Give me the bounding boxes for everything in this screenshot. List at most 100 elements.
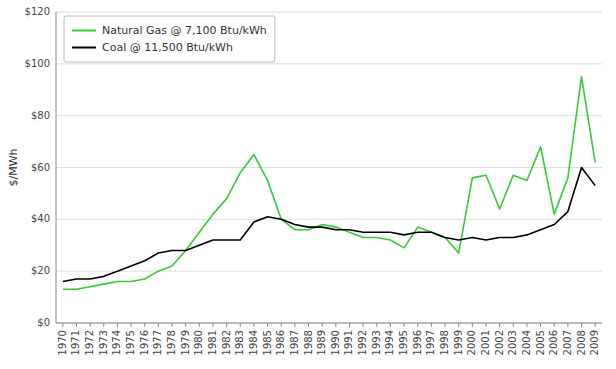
x-tick-label: 1989 bbox=[316, 330, 327, 355]
y-tick-label: $40 bbox=[31, 213, 50, 224]
plot-area bbox=[63, 77, 595, 290]
grid bbox=[56, 12, 602, 323]
x-tick bbox=[185, 323, 186, 327]
x-tick bbox=[431, 323, 432, 327]
legend-swatch bbox=[72, 30, 96, 32]
x-tick-label: 1980 bbox=[193, 330, 204, 355]
x-tick-label: 1997 bbox=[425, 330, 436, 355]
x-tick-label: 1978 bbox=[166, 330, 177, 355]
x-tick-label: 1999 bbox=[453, 330, 464, 355]
x-tick-label: 1979 bbox=[180, 330, 191, 355]
x-tick bbox=[363, 323, 364, 327]
x-tick bbox=[90, 323, 91, 327]
x-tick bbox=[103, 323, 104, 327]
x-tick-label: 1998 bbox=[439, 330, 450, 355]
x-tick bbox=[172, 323, 173, 327]
x-tick-label: 1994 bbox=[384, 330, 395, 355]
x-tick-label: 2002 bbox=[494, 330, 505, 355]
x-tick-label: 1987 bbox=[289, 330, 300, 355]
y-tick-label: $100 bbox=[25, 58, 50, 69]
x-tick bbox=[199, 323, 200, 327]
legend: Natural Gas @ 7,100 Btu/kWh Coal @ 11,500… bbox=[64, 16, 275, 62]
x-tick bbox=[417, 323, 418, 327]
x-tick bbox=[445, 323, 446, 327]
x-tick-label: 2008 bbox=[576, 330, 587, 355]
y-tick-label: $120 bbox=[25, 6, 50, 17]
y-tick-label: $60 bbox=[31, 162, 50, 173]
x-tick bbox=[335, 323, 336, 327]
x-tick-label: 2006 bbox=[548, 330, 559, 355]
x-tick bbox=[376, 323, 377, 327]
x-tick bbox=[212, 323, 213, 327]
x-tick bbox=[322, 323, 323, 327]
x-tick-label: 1990 bbox=[330, 330, 341, 355]
grid-line bbox=[56, 63, 602, 64]
grid-line bbox=[56, 219, 602, 220]
x-tick bbox=[158, 323, 159, 327]
chart: $0$20$40$60$80$100$120197019711972197319… bbox=[0, 0, 616, 369]
x-tick bbox=[76, 323, 77, 327]
x-tick-label: 1971 bbox=[70, 330, 81, 355]
x-tick-label: 1983 bbox=[234, 330, 245, 355]
x-tick-label: 1982 bbox=[221, 330, 232, 355]
x-tick bbox=[240, 323, 241, 327]
x-tick bbox=[554, 323, 555, 327]
legend-swatch bbox=[72, 47, 96, 49]
x-tick-label: 1981 bbox=[207, 330, 218, 355]
x-tick-label: 1995 bbox=[398, 330, 409, 355]
x-tick bbox=[485, 323, 486, 327]
x-tick bbox=[390, 323, 391, 327]
x-tick-label: 1984 bbox=[248, 330, 259, 355]
x-tick-label: 1993 bbox=[371, 330, 382, 355]
x-tick-label: 2009 bbox=[589, 330, 600, 355]
x-tick-label: 1972 bbox=[84, 330, 95, 355]
x-tick-label: 1970 bbox=[57, 330, 68, 355]
x-tick-label: 2005 bbox=[535, 330, 546, 355]
y-axis bbox=[56, 12, 57, 323]
legend-label: Natural Gas @ 7,100 Btu/kWh bbox=[102, 24, 267, 37]
grid-line bbox=[56, 167, 602, 168]
x-tick bbox=[308, 323, 309, 327]
x-tick-label: 2003 bbox=[507, 330, 518, 355]
y-axis-label: $/MWh bbox=[7, 148, 20, 186]
x-tick-label: 2000 bbox=[466, 330, 477, 355]
x-tick-label: 1976 bbox=[139, 330, 150, 355]
x-tick bbox=[540, 323, 541, 327]
x-tick bbox=[458, 323, 459, 327]
x-tick-label: 2004 bbox=[521, 330, 532, 355]
x-tick bbox=[117, 323, 118, 327]
grid-line bbox=[56, 271, 602, 272]
x-tick-label: 1996 bbox=[412, 330, 423, 355]
x-tick-label: 1992 bbox=[357, 330, 368, 355]
x-tick bbox=[595, 323, 596, 327]
x-tick bbox=[513, 323, 514, 327]
y-tick-label: $0 bbox=[37, 317, 50, 328]
x-tick-label: 1985 bbox=[262, 330, 273, 355]
x-tick-label: 2001 bbox=[480, 330, 491, 355]
x-tick bbox=[294, 323, 295, 327]
legend-label: Coal @ 11,500 Btu/kWh bbox=[102, 41, 233, 54]
legend-box bbox=[64, 16, 275, 62]
series-line bbox=[63, 168, 595, 282]
x-tick bbox=[567, 323, 568, 327]
series-line bbox=[63, 77, 595, 290]
x-tick-label: 1991 bbox=[343, 330, 354, 355]
x-tick-label: 1974 bbox=[111, 330, 122, 355]
x-tick bbox=[144, 323, 145, 327]
x-tick bbox=[472, 323, 473, 327]
x-tick-label: 1988 bbox=[303, 330, 314, 355]
x-tick-label: 1977 bbox=[152, 330, 163, 355]
x-tick-label: 1975 bbox=[125, 330, 136, 355]
x-tick bbox=[526, 323, 527, 327]
x-tick bbox=[404, 323, 405, 327]
x-tick-label: 1973 bbox=[98, 330, 109, 355]
y-tick-label: $80 bbox=[31, 110, 50, 121]
x-tick bbox=[62, 323, 63, 327]
x-tick bbox=[499, 323, 500, 327]
grid-line bbox=[56, 115, 602, 116]
x-tick bbox=[349, 323, 350, 327]
x-tick bbox=[267, 323, 268, 327]
y-tick-label: $20 bbox=[31, 265, 50, 276]
x-tick bbox=[253, 323, 254, 327]
x-tick bbox=[581, 323, 582, 327]
